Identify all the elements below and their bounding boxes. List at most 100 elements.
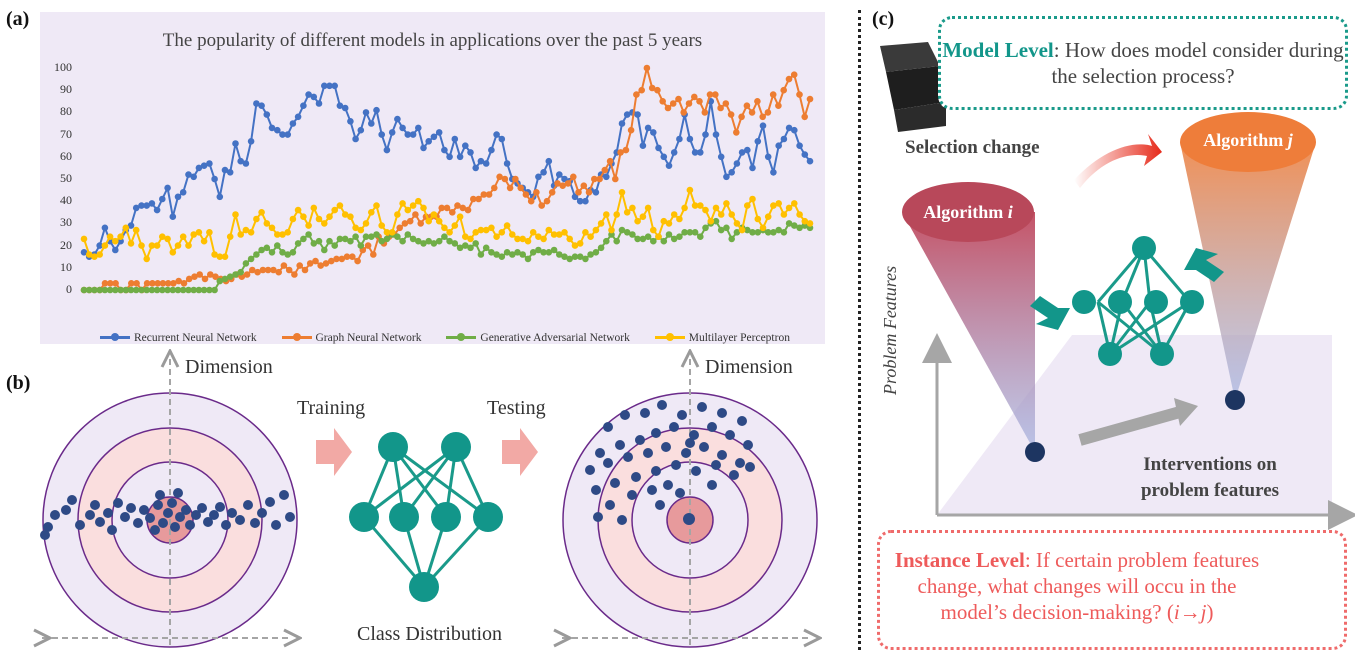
series-point-1: [285, 266, 293, 274]
series-point-1: [207, 271, 214, 278]
series-point-3: [681, 204, 688, 212]
series-point-3: [670, 211, 678, 218]
series-point-3: [143, 255, 150, 263]
series-point-3: [535, 233, 542, 240]
series-point-0: [733, 160, 741, 167]
series-point-2: [122, 286, 130, 294]
series-point-1: [669, 100, 677, 107]
series-point-3: [524, 237, 532, 245]
series-point-2: [712, 217, 720, 225]
series-point-3: [200, 237, 208, 245]
class-network: [362, 445, 490, 589]
series-point-0: [242, 160, 250, 167]
testing-label: Testing: [487, 397, 546, 419]
series-point-1: [533, 189, 540, 196]
series-point-0: [169, 213, 177, 220]
series-point-0: [780, 135, 788, 143]
series-point-1: [254, 268, 261, 276]
series-point-1: [790, 71, 798, 78]
series-point-2: [644, 233, 652, 240]
series-point-0: [148, 200, 156, 207]
series-point-0: [326, 82, 333, 90]
series-point-2: [85, 286, 93, 294]
series-point-0: [796, 142, 803, 149]
series-point-0: [723, 173, 730, 181]
series-point-1: [191, 273, 198, 281]
series-point-2: [582, 255, 589, 263]
series-point-0: [775, 142, 782, 149]
series-point-0: [446, 153, 453, 161]
series-point-0: [618, 120, 626, 127]
series-point-2: [717, 226, 725, 234]
series-point-1: [175, 277, 182, 285]
series-line-3: [83, 186, 811, 262]
series-point-0: [200, 162, 208, 169]
series-point-1: [680, 109, 687, 116]
series-point-3: [503, 222, 511, 229]
series-point-2: [686, 229, 694, 236]
series-point-1: [654, 86, 661, 94]
series-point-1: [243, 271, 251, 278]
series-point-1: [449, 209, 456, 216]
series-point-1: [543, 197, 551, 205]
series-point-2: [498, 253, 506, 260]
series-point-0: [535, 173, 542, 181]
series-point-3: [717, 211, 725, 218]
series-point-2: [206, 286, 213, 294]
series-point-0: [409, 131, 417, 138]
series-point-1: [401, 220, 409, 227]
teal-arrow-left: [1030, 296, 1070, 330]
series-point-2: [305, 231, 312, 238]
series-point-0: [195, 164, 203, 172]
series-point-3: [415, 197, 422, 205]
series-point-1: [754, 98, 761, 105]
series-point-0: [712, 131, 720, 138]
series-point-1: [196, 271, 203, 278]
series-point-3: [623, 209, 631, 216]
series-point-0: [368, 120, 375, 127]
series-point-1: [128, 280, 135, 287]
series-point-3: [117, 233, 124, 240]
interventions-label: Interventions on problem features: [1140, 454, 1280, 501]
series-point-3: [796, 211, 803, 218]
series-point-2: [587, 251, 594, 258]
series-point-2: [519, 251, 526, 258]
series-point-0: [305, 91, 312, 98]
series-point-3: [770, 202, 777, 209]
series-point-1: [170, 280, 177, 287]
series-point-2: [331, 242, 339, 249]
series-point-3: [566, 235, 573, 243]
series-point-3: [226, 233, 234, 240]
series-point-0: [415, 124, 422, 132]
series-point-0: [289, 120, 297, 127]
series-point-3: [556, 231, 563, 238]
chart-plot: [80, 64, 814, 294]
series-point-0: [388, 129, 396, 136]
series-point-2: [576, 253, 584, 260]
series-point-0: [179, 189, 187, 196]
series-point-0: [665, 162, 673, 169]
series-point-2: [96, 286, 103, 294]
series-point-0: [399, 124, 406, 132]
series-point-2: [509, 251, 516, 258]
series-point-3: [242, 226, 250, 234]
series-point-3: [618, 189, 626, 196]
series-point-1: [149, 280, 156, 287]
series-point-0: [237, 157, 244, 165]
panel-c-label: (c): [872, 8, 895, 30]
series-point-2: [347, 237, 354, 245]
series-point-1: [743, 102, 751, 109]
series-point-1: [296, 262, 304, 269]
series-point-1: [143, 280, 151, 287]
series-point-0: [477, 157, 485, 165]
series-point-0: [623, 111, 631, 118]
series-point-1: [612, 175, 619, 183]
series-point-1: [470, 195, 477, 203]
series-point-0: [785, 124, 793, 132]
series-point-3: [138, 242, 145, 249]
series-point-2: [550, 246, 558, 254]
series-point-3: [697, 202, 704, 209]
series-point-3: [420, 204, 427, 212]
series-point-1: [738, 113, 745, 121]
series-point-1: [412, 211, 419, 218]
